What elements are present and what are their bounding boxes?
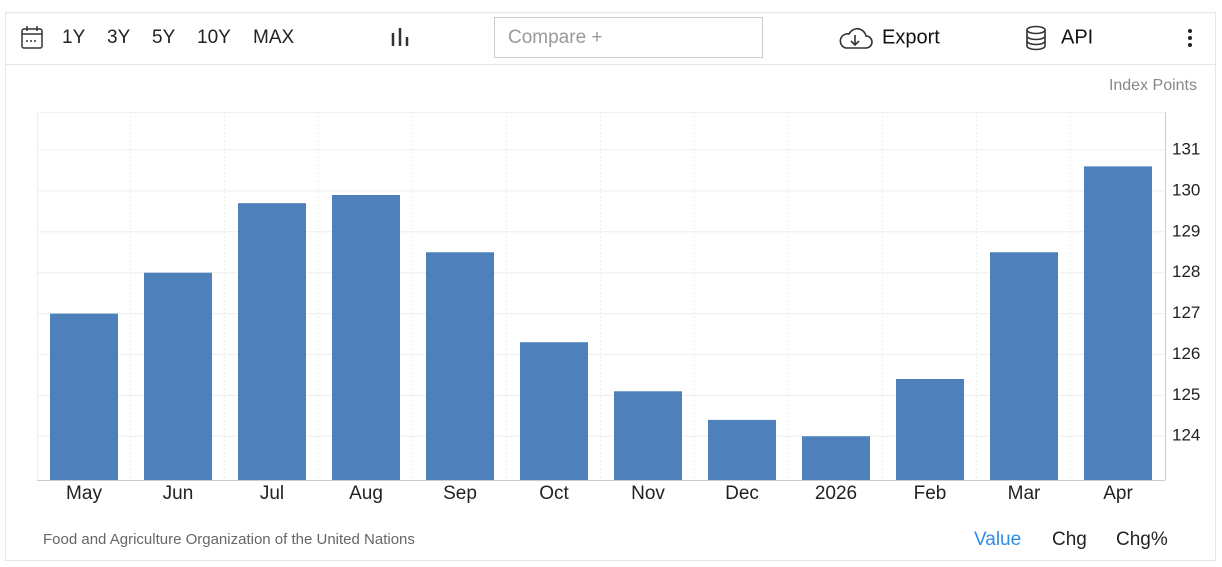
bar (1084, 166, 1152, 481)
compare-placeholder[interactable]: Compare + (508, 27, 603, 48)
bar (614, 391, 682, 480)
y-tick-label: 130 (1172, 180, 1200, 199)
mode-button[interactable]: Value (974, 529, 1021, 550)
x-tick-label: Sep (443, 483, 477, 504)
calendar-icon[interactable] (21, 26, 43, 49)
bar (144, 272, 212, 480)
bar (332, 195, 400, 480)
api-icon[interactable] (1026, 25, 1046, 51)
bar (990, 252, 1058, 480)
y-tick-label: 126 (1172, 344, 1200, 363)
y-tick-label: 129 (1172, 221, 1200, 240)
source-text: Food and Agriculture Organization of the… (43, 531, 415, 548)
bar (426, 252, 494, 480)
range-button[interactable]: 1Y (62, 27, 86, 48)
range-button[interactable]: MAX (253, 27, 295, 48)
x-tick-label: Mar (1008, 483, 1041, 504)
y-tick-label: 124 (1172, 426, 1200, 445)
bar (708, 419, 776, 480)
mode-button[interactable]: Chg% (1116, 529, 1168, 550)
y-tick-label: 131 (1172, 140, 1200, 159)
x-tick-label: Nov (631, 483, 665, 504)
x-tick-label: Aug (349, 483, 383, 504)
x-tick-label: Feb (914, 483, 947, 504)
range-button[interactable]: 5Y (152, 27, 176, 48)
range-button[interactable]: 3Y (107, 27, 131, 48)
export-button[interactable]: Export (882, 26, 940, 48)
x-tick-label: 2026 (815, 483, 857, 504)
y-tick-label: 127 (1172, 303, 1200, 322)
bar (802, 436, 870, 480)
bar (896, 379, 964, 480)
x-tick-label: May (66, 483, 102, 504)
chart-type-icon[interactable] (391, 28, 409, 46)
bar (238, 203, 306, 480)
mode-button[interactable]: Chg (1052, 529, 1087, 550)
y-tick-label: 128 (1172, 262, 1200, 281)
api-button[interactable]: API (1061, 26, 1093, 48)
compare-input[interactable] (494, 17, 763, 58)
y-axis-label: Index Points (1109, 77, 1197, 94)
menu-icon[interactable] (1188, 29, 1192, 47)
y-tick-label: 125 (1172, 385, 1200, 404)
export-icon[interactable] (839, 28, 873, 49)
x-tick-label: Jul (260, 483, 284, 504)
x-tick-label: Oct (539, 483, 569, 504)
bar (520, 342, 588, 480)
x-tick-label: Dec (725, 483, 759, 504)
x-tick-label: Apr (1103, 483, 1133, 504)
x-tick-label: Jun (163, 483, 194, 504)
bar (50, 313, 118, 480)
range-button[interactable]: 10Y (197, 27, 231, 48)
